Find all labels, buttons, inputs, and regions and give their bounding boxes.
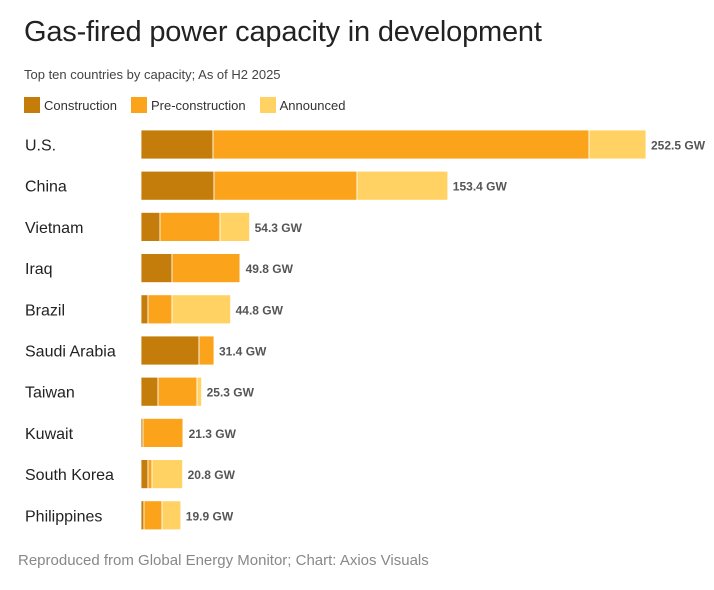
value-label: 49.8 GW: [246, 262, 294, 276]
category-label: Iraq: [25, 261, 53, 278]
legend-swatch-announced: [259, 97, 276, 113]
bar-segment-construction: [140, 253, 173, 284]
chart-title: Gas-fired power capacity in development: [24, 16, 542, 48]
bar-segment-pre-construction: [143, 500, 163, 531]
value-label: 20.8 GW: [188, 468, 236, 482]
bar-segment-pre-construction: [171, 253, 241, 284]
bar-segment-pre-construction: [198, 335, 215, 366]
bar-segment-pre-construction: [157, 376, 198, 407]
legend-item-construction: Construction: [24, 97, 117, 113]
bar-segment-construction: [140, 170, 215, 201]
bar-segment-announced: [151, 459, 184, 490]
legend-item-pre-construction: Pre-construction: [130, 97, 246, 113]
category-label: Kuwait: [25, 426, 74, 443]
bar-row-philippines: Philippines 19.9 GW: [25, 500, 234, 531]
bar-segment-construction: [140, 500, 145, 531]
bar-row-saudi-arabia: Saudi Arabia 31.4 GW: [25, 335, 267, 366]
bar-segment-pre-construction: [159, 212, 221, 242]
legend-item-announced: Announced: [259, 97, 346, 113]
value-label: 31.4 GW: [219, 345, 267, 359]
legend-label-pre-construction: Pre-construction: [150, 97, 246, 113]
bar-row-taiwan: Taiwan 25.3 GW: [25, 376, 255, 407]
bar-segment-pre-construction: [142, 417, 184, 448]
category-label: Saudi Arabia: [25, 344, 116, 361]
value-label: 25.3 GW: [207, 386, 255, 400]
category-label: Taiwan: [25, 385, 75, 402]
bar-row-u-s: U.S. 252.5 GW: [25, 129, 706, 160]
source-note: Reproduced from Global Energy Monitor; C…: [18, 552, 429, 569]
bar-segment-construction: [140, 294, 149, 325]
bar-row-kuwait: Kuwait 21.3 GW: [25, 417, 237, 448]
legend: Construction Pre-construction Announced: [24, 97, 345, 113]
bar-segment-announced: [588, 129, 647, 160]
bar-segment-announced: [182, 417, 185, 448]
category-label: Vietnam: [25, 220, 83, 237]
value-label: 44.8 GW: [236, 303, 284, 317]
value-label: 54.3 GW: [255, 221, 303, 235]
legend-swatch-pre-construction: [130, 97, 147, 113]
bar-segment-announced: [171, 294, 231, 325]
bar-row-iraq: Iraq 49.8 GW: [25, 253, 294, 284]
bar-segment-announced: [219, 212, 251, 242]
bar-segment-construction: [140, 335, 200, 366]
category-label: China: [25, 179, 67, 196]
category-label: U.S.: [25, 138, 56, 155]
category-label: Philippines: [25, 508, 102, 525]
bar-segment-announced: [161, 500, 182, 531]
value-label: 19.9 GW: [186, 509, 234, 523]
bar-row-brazil: Brazil 44.8 GW: [25, 294, 284, 325]
legend-label-announced: Announced: [279, 97, 346, 113]
bar-row-vietnam: Vietnam 54.3 GW: [25, 212, 303, 242]
legend-label-construction: Construction: [44, 97, 117, 113]
bar-row-south-korea: South Korea 20.8 GW: [25, 459, 236, 490]
bar-segment-construction: [140, 376, 159, 407]
bar-segment-announced: [239, 253, 242, 284]
bar-segment-construction: [140, 212, 161, 242]
category-label: Brazil: [25, 302, 65, 319]
bar-segment-pre-construction: [212, 129, 590, 160]
value-label: 21.3 GW: [189, 427, 237, 441]
chart-subtitle: Top ten countries by capacity; As of H2 …: [24, 67, 281, 82]
bar-segment-pre-construction: [213, 170, 358, 201]
bar-segment-announced: [356, 170, 449, 201]
bar-chart: U.S. 252.5 GW China 153.4 GW Vietnam 54.3 GW I…: [25, 129, 706, 531]
bar-segment-construction: [140, 129, 214, 160]
category-label: South Korea: [25, 467, 114, 484]
bar-segment-construction: [140, 459, 149, 490]
bar-segment-announced: [196, 376, 202, 407]
bar-segment-pre-construction: [147, 294, 173, 325]
legend-swatch-construction: [24, 97, 40, 113]
value-label: 252.5 GW: [651, 139, 706, 153]
value-label: 153.4 GW: [453, 180, 508, 194]
bar-segment-pre-construction: [147, 459, 153, 490]
bar-row-china: China 153.4 GW: [25, 170, 508, 201]
